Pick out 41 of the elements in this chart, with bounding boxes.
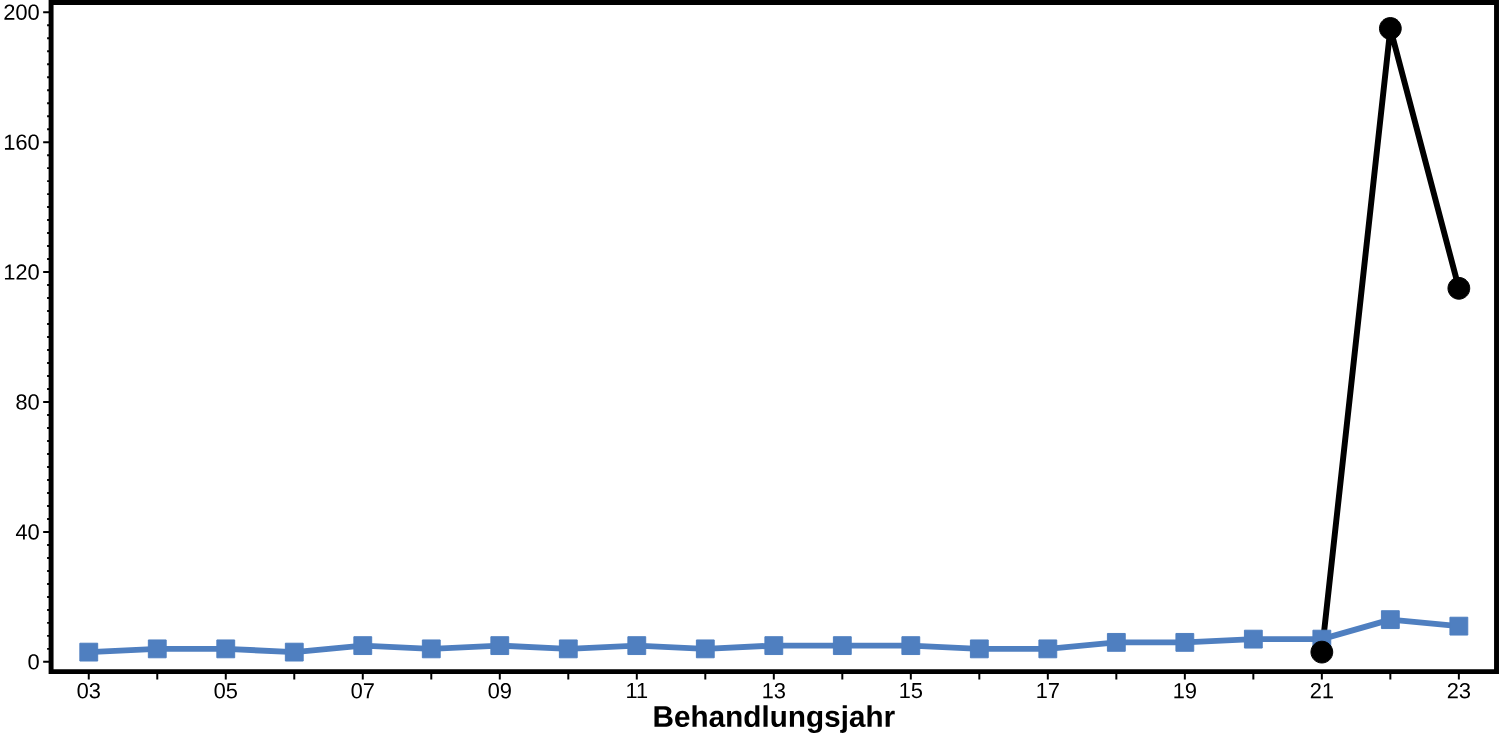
x-tick-label: 13	[763, 682, 785, 699]
point	[969, 639, 989, 659]
x-tick-label: 07	[351, 682, 374, 699]
y-tick-label: 160	[4, 134, 39, 150]
point	[147, 639, 167, 659]
y-tick-label: 120	[4, 264, 39, 280]
point	[1243, 629, 1263, 649]
x-tick-label: 19	[1174, 682, 1196, 699]
point	[627, 636, 647, 655]
x-tick-label: 11	[627, 682, 648, 698]
x-tick-label: 21	[1310, 682, 1333, 699]
x-tick-label: 05	[214, 682, 237, 699]
y-tick-label: 0	[28, 653, 39, 670]
point	[490, 636, 510, 655]
point	[1378, 16, 1402, 40]
x-tick-label: 09	[488, 682, 511, 699]
y-tick-label: 40	[15, 524, 39, 540]
point	[1380, 610, 1400, 629]
point	[216, 639, 236, 659]
point	[1106, 632, 1126, 652]
point	[695, 639, 715, 659]
x-tick-label: 23	[1447, 682, 1471, 699]
point	[1447, 276, 1471, 300]
x-tick-label: 15	[900, 682, 923, 699]
point	[1038, 639, 1058, 659]
y-tick-label: 80	[16, 394, 39, 410]
point	[79, 642, 99, 662]
point	[284, 642, 304, 662]
point	[353, 636, 373, 655]
point	[421, 639, 441, 659]
x-axis-title: Behandlungsjahr	[654, 705, 895, 733]
point	[901, 636, 921, 655]
point	[764, 636, 784, 655]
point	[558, 639, 578, 659]
point	[1310, 640, 1334, 664]
x-tick-label: 03	[77, 682, 100, 699]
point	[832, 636, 852, 655]
point	[1449, 616, 1469, 636]
y-tick-label: 200	[4, 4, 39, 20]
point	[1175, 632, 1195, 652]
x-tick-label: 17	[1037, 682, 1059, 698]
